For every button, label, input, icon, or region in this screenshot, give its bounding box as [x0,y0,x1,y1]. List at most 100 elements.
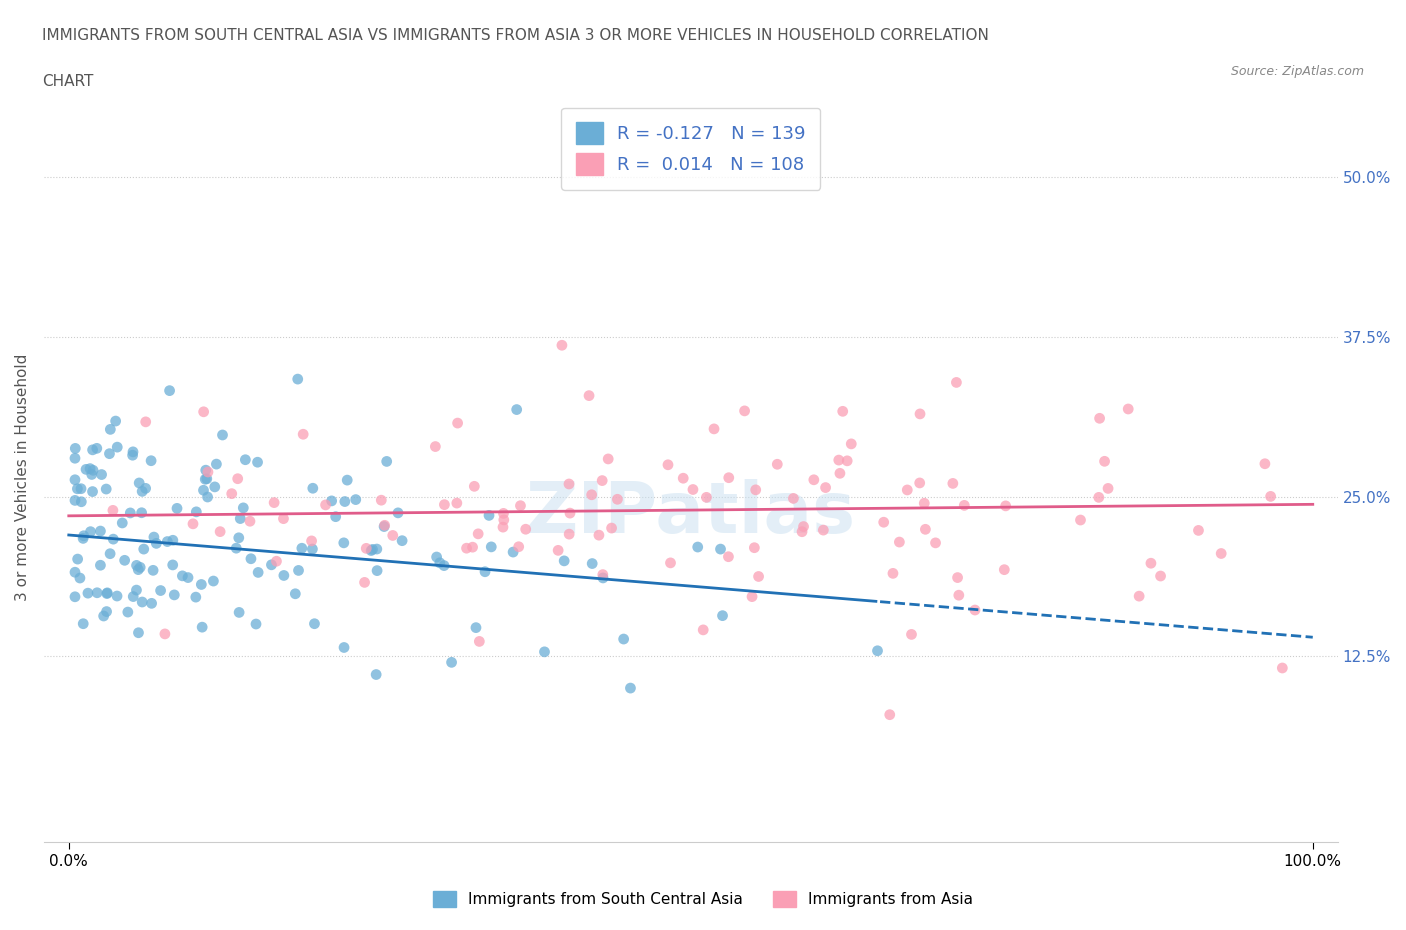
Point [101,503,124,518]
Point [333,536,356,551]
Point [387,505,409,520]
Point [837,454,859,469]
Point [122,445,145,459]
Point [301,481,323,496]
Point [194,463,217,478]
Point [70,481,93,496]
Point [125,583,148,598]
Point [159,383,181,398]
Point [659,555,682,570]
Point [581,487,603,502]
Point [93,608,115,623]
Point [229,512,252,526]
Point [711,608,734,623]
Point [197,465,219,480]
Point [391,533,413,548]
Point [793,519,815,534]
Point [82,463,104,478]
Point [505,402,527,417]
Point [184,590,207,604]
Point [98,546,121,561]
Point [80,467,103,482]
Point [333,640,356,655]
Point [145,536,167,551]
Point [98,446,121,461]
Point [291,541,314,556]
Point [1088,490,1111,505]
Point [82,485,104,499]
Point [474,565,496,579]
Point [446,416,468,431]
Point [440,655,463,670]
Point [433,558,456,573]
Point [139,453,162,468]
Point [354,541,377,556]
Point [232,500,254,515]
Point [69,571,91,586]
Point [1260,489,1282,504]
Point [581,556,603,571]
Point [551,338,574,352]
Point [912,496,935,511]
Point [456,540,478,555]
Point [914,522,936,537]
Point [235,452,257,467]
Point [301,541,323,556]
Point [66,551,89,566]
Point [315,498,337,512]
Point [695,490,717,505]
Legend: R = -0.127   N = 139, R =  0.014   N = 108: R = -0.127 N = 139, R = 0.014 N = 108 [561,108,820,190]
Point [492,520,515,535]
Point [162,533,184,548]
Point [734,404,756,418]
Point [1069,512,1091,527]
Point [446,496,468,511]
Point [344,492,367,507]
Point [63,451,86,466]
Point [1140,556,1163,571]
Point [90,467,112,482]
Point [225,540,247,555]
Point [96,604,118,619]
Point [105,589,128,604]
Point [304,617,326,631]
Point [190,577,212,591]
Point [509,498,531,513]
Point [181,516,204,531]
Point [204,480,226,495]
Point [186,504,208,519]
Point [63,590,86,604]
Point [111,515,134,530]
Point [205,457,228,472]
Point [924,536,946,551]
Point [578,388,600,403]
Point [287,563,309,578]
Point [953,498,976,512]
Point [142,563,165,578]
Point [65,441,87,456]
Point [75,462,97,477]
Point [592,567,614,582]
Point [98,422,121,437]
Point [994,498,1017,513]
Point [239,513,262,528]
Point [114,552,136,567]
Text: CHART: CHART [42,74,94,89]
Point [86,441,108,456]
Point [63,565,86,579]
Point [591,473,613,488]
Point [672,471,695,485]
Point [195,472,218,486]
Point [558,476,581,491]
Point [221,486,243,501]
Point [478,508,501,523]
Point [426,550,449,565]
Point [370,493,392,508]
Point [828,466,851,481]
Point [301,534,323,549]
Point [284,586,307,601]
Point [790,525,813,539]
Point [336,472,359,487]
Point [879,707,901,722]
Point [245,617,267,631]
